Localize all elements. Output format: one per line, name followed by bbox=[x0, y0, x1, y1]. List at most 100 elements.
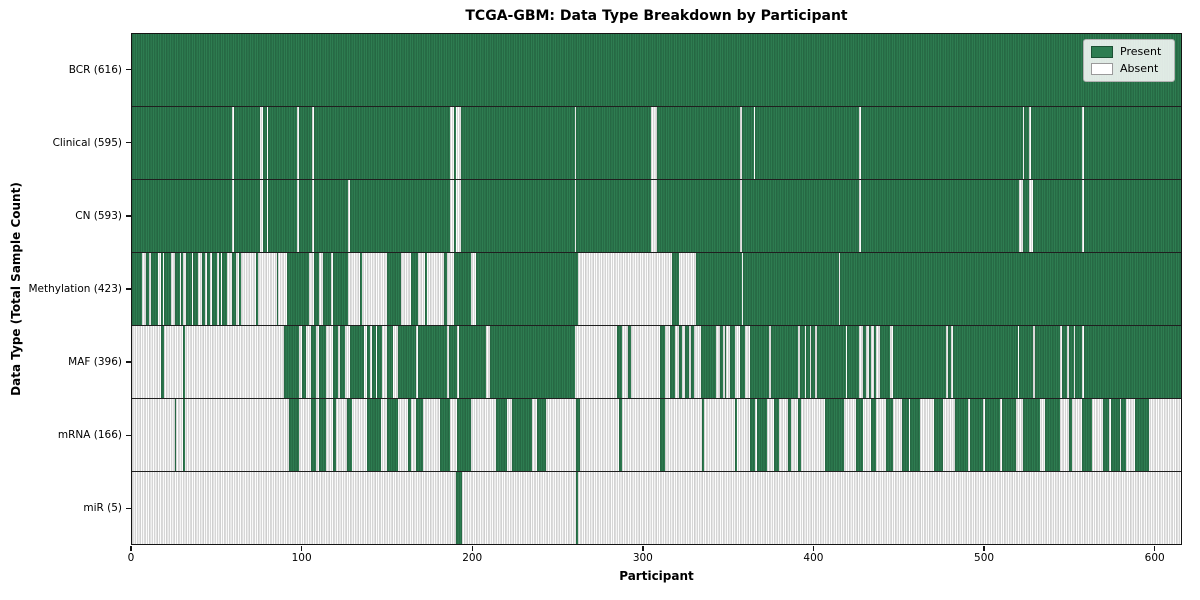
legend-swatch-present bbox=[1091, 46, 1113, 58]
present-segment bbox=[862, 326, 866, 398]
xtick-label-300: 300 bbox=[632, 552, 653, 564]
present-segment bbox=[458, 326, 487, 398]
heatmap-row-clinical bbox=[132, 107, 1181, 180]
present-segment bbox=[811, 326, 815, 398]
xtick-label-0: 0 bbox=[127, 552, 135, 564]
present-segment bbox=[453, 180, 456, 252]
present-segment bbox=[268, 107, 298, 179]
present-segment bbox=[969, 399, 984, 471]
present-segment bbox=[310, 399, 316, 471]
present-segment bbox=[1061, 326, 1067, 398]
present-segment bbox=[411, 253, 419, 325]
present-segment bbox=[276, 253, 279, 325]
present-segment bbox=[787, 399, 792, 471]
present-segment bbox=[360, 253, 362, 325]
xtick-mark bbox=[471, 546, 473, 551]
present-segment bbox=[453, 107, 456, 179]
legend-label: Absent bbox=[1120, 62, 1159, 75]
present-segment bbox=[263, 107, 267, 179]
present-segment bbox=[1068, 326, 1074, 398]
present-segment bbox=[1024, 107, 1030, 179]
present-segment bbox=[183, 326, 185, 398]
ytick-label-cn: CN (593) bbox=[75, 209, 122, 222]
present-segment bbox=[1083, 107, 1181, 179]
present-segment bbox=[750, 326, 769, 398]
present-segment bbox=[387, 399, 398, 471]
xtick-mark bbox=[812, 546, 815, 551]
present-segment bbox=[879, 326, 890, 398]
present-segment bbox=[874, 326, 877, 398]
present-segment bbox=[322, 253, 332, 325]
present-segment bbox=[576, 107, 652, 179]
present-segment bbox=[690, 326, 694, 398]
present-segment bbox=[576, 180, 652, 252]
present-segment bbox=[150, 253, 158, 325]
present-segment bbox=[310, 326, 316, 398]
present-segment bbox=[160, 253, 163, 325]
present-segment bbox=[619, 399, 623, 471]
present-segment bbox=[314, 180, 349, 252]
present-segment bbox=[349, 326, 364, 398]
present-segment bbox=[1032, 180, 1083, 252]
present-segment bbox=[952, 326, 1018, 398]
present-segment bbox=[886, 399, 894, 471]
present-segment bbox=[288, 399, 299, 471]
present-segment bbox=[181, 253, 184, 325]
present-segment bbox=[729, 326, 735, 398]
present-segment bbox=[847, 326, 860, 398]
present-segment bbox=[286, 253, 310, 325]
present-segment bbox=[387, 253, 402, 325]
present-segment bbox=[700, 326, 717, 398]
present-segment bbox=[724, 326, 727, 398]
heatmap-row-maf bbox=[132, 326, 1181, 399]
present-segment bbox=[1082, 399, 1093, 471]
present-segment bbox=[349, 180, 451, 252]
present-segment bbox=[448, 326, 458, 398]
present-segment bbox=[132, 180, 233, 252]
present-segment bbox=[332, 326, 339, 398]
present-segment bbox=[174, 253, 180, 325]
present-segment bbox=[1019, 326, 1033, 398]
present-segment bbox=[1083, 180, 1181, 252]
present-segment bbox=[860, 180, 1020, 252]
present-segment bbox=[298, 180, 313, 252]
present-segment bbox=[455, 472, 463, 544]
present-segment bbox=[511, 399, 533, 471]
xtick-mark bbox=[300, 546, 303, 551]
present-segment bbox=[1135, 399, 1149, 471]
present-segment bbox=[741, 180, 860, 252]
present-segment bbox=[132, 253, 143, 325]
present-segment bbox=[1111, 399, 1120, 471]
present-segment bbox=[755, 107, 860, 179]
present-segment bbox=[453, 253, 471, 325]
present-segment bbox=[457, 399, 471, 471]
present-segment bbox=[460, 180, 575, 252]
present-segment bbox=[407, 399, 412, 471]
present-segment bbox=[702, 399, 705, 471]
ytick-mark bbox=[126, 288, 131, 290]
present-segment bbox=[695, 253, 742, 325]
present-segment bbox=[346, 399, 352, 471]
present-segment bbox=[1083, 326, 1181, 398]
xtick-label-400: 400 bbox=[803, 552, 824, 564]
present-segment bbox=[302, 326, 306, 398]
present-segment bbox=[617, 326, 623, 398]
ytick-mark bbox=[126, 215, 131, 217]
ytick-label-mir: miR (5) bbox=[83, 502, 122, 515]
ytick-mark bbox=[126, 142, 131, 144]
present-segment bbox=[132, 107, 233, 179]
present-segment bbox=[232, 253, 236, 325]
present-segment bbox=[132, 34, 1181, 106]
ytick-label-methylation: Methylation (423) bbox=[28, 283, 122, 295]
present-segment bbox=[627, 326, 631, 398]
present-segment bbox=[719, 326, 723, 398]
y-axis-label: Data Type (Total Sample Count) bbox=[9, 182, 23, 396]
present-segment bbox=[947, 326, 952, 398]
present-segment bbox=[234, 107, 260, 179]
present-segment bbox=[1075, 326, 1083, 398]
ytick-label-mrna: mRNA (166) bbox=[57, 429, 122, 442]
present-segment bbox=[160, 326, 165, 398]
present-segment bbox=[145, 253, 149, 325]
x-axis-label: Participant bbox=[619, 569, 694, 583]
present-segment bbox=[1102, 399, 1110, 471]
